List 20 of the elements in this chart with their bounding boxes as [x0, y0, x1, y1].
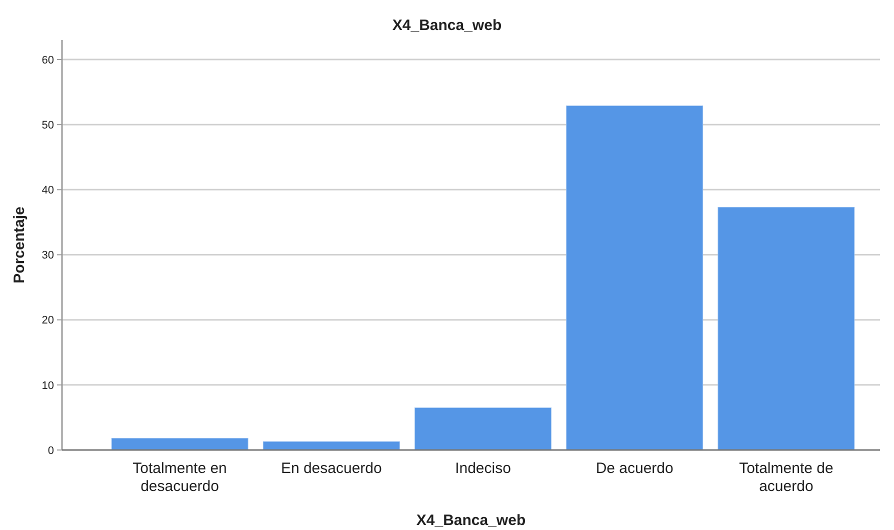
- x-tick-label: En desacuerdo: [280, 460, 382, 477]
- y-tick-label: 10: [42, 380, 54, 392]
- bar: [111, 438, 248, 450]
- y-tick-label: 60: [42, 54, 54, 66]
- x-tick-label: Totalmente de acuerdo: [739, 460, 834, 495]
- bar: [566, 105, 704, 450]
- bar: [262, 441, 400, 450]
- x-axis-title: X4_Banca_web: [416, 512, 526, 529]
- x-tick-label: Indeciso: [455, 460, 511, 477]
- y-tick-label: 30: [42, 250, 54, 262]
- y-tick-label: 50: [42, 119, 54, 132]
- bar: [718, 207, 855, 450]
- x-tick-label: De acuerdo: [596, 460, 674, 477]
- x-tick-label: Totalmente en desacuerdo: [132, 460, 227, 495]
- bar: [414, 407, 552, 450]
- y-axis-title: Porcentaje: [11, 206, 28, 284]
- chart-title: X4_Banca_web: [392, 17, 502, 34]
- y-tick-label: 0: [48, 444, 54, 457]
- y-tick-label: 20: [42, 314, 54, 327]
- y-tick-label: 40: [42, 184, 54, 197]
